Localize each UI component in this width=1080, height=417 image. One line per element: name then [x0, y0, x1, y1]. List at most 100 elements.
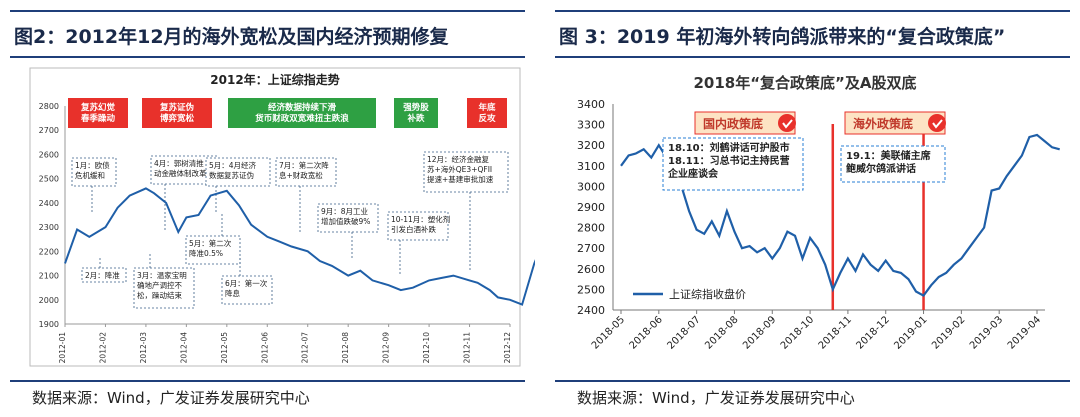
annotation-box	[275, 157, 337, 187]
x-tick-label: 2018-08	[703, 314, 740, 351]
phase-box	[142, 98, 212, 128]
y-tick-label: 2000	[39, 296, 59, 305]
y-tick-label: 3000	[577, 180, 605, 193]
phase-box	[228, 98, 376, 128]
x-tick-label: 2018-09	[741, 314, 778, 351]
check-icon	[928, 114, 946, 132]
right-panel: 图 3：2019 年初海外转向鸽派带来的“复合政策底” 2018年“复合政策底”…	[545, 0, 1080, 417]
annotation-box	[423, 151, 509, 193]
x-tick-label: 2018-07	[665, 314, 702, 351]
phase-label: 强势股补跌	[403, 102, 429, 124]
phase-label: 复苏证伪博弈宽松	[159, 102, 195, 124]
phase-label: 年底反攻	[478, 102, 496, 124]
x-tick-label: 2019-01	[892, 314, 929, 351]
x-tick-label: 2018-12	[855, 314, 892, 351]
y-tick-label: 3300	[577, 119, 605, 132]
annotation-box	[185, 235, 241, 265]
x-tick-label: 2012-04	[179, 332, 188, 364]
annotation-box	[221, 275, 273, 305]
annotation-text: 12月：经济金融复苏+海外QE3+QFII 提速+基建审批加速	[427, 154, 494, 184]
y-tick-label: 2600	[577, 263, 605, 276]
callout-detail-box	[662, 137, 804, 191]
left-panel: 图2：2012年12月的海外宽松及国内经济预期修复 2012年：上证综指走势 19…	[0, 0, 535, 417]
annotation-text: 7月：第二次降息+财政宽松	[279, 160, 329, 180]
figure-title: 图2：2012年12月的海外宽松及国内经济预期修复	[14, 26, 449, 48]
y-tick-label: 2300	[39, 223, 59, 232]
y-tick-label: 2700	[39, 126, 59, 135]
bottom-rule	[555, 380, 1070, 382]
annotation-text: 2月：降准	[85, 270, 120, 280]
y-tick-label: 2800	[577, 222, 605, 235]
annotation-box	[317, 203, 379, 233]
x-tick-label: 2012-09	[382, 332, 391, 364]
y-tick-label: 2100	[39, 272, 59, 281]
source-note: 数据来源：Wind，广发证券发展研究中心	[577, 389, 855, 407]
figure-title: 图 3：2019 年初海外转向鸽派带来的“复合政策底”	[559, 26, 1006, 48]
x-tick-label: 2012-07	[301, 332, 310, 364]
annotation-text: 3月：温家宝明确地产调控不松，躁动结束	[137, 270, 187, 300]
callout-label: 国内政策底	[703, 116, 763, 131]
callout-detail-text: 18.10：刘鹤讲话可护股市 18.11：习总书记主持民营企业座谈会	[667, 141, 790, 180]
y-tick-label: 3200	[577, 139, 605, 152]
legend-label: 上证综指收盘价	[669, 287, 746, 301]
y-tick-label: 2200	[39, 247, 59, 256]
check-icon	[778, 114, 796, 132]
x-tick-label: 2012-05	[220, 332, 229, 364]
annotation-text: 1月：欧债危机缓和	[75, 160, 110, 180]
left-chart: 2012年：上证综指走势 1900 2000 2100 2200 2300 2400 2500…	[29, 67, 535, 367]
x-tick-label: 2012-08	[341, 332, 350, 364]
callout-detail-text: 19.1：美联储主席鲍威尔鸽派讲话	[846, 149, 931, 175]
y-tick-label: 3400	[577, 98, 605, 111]
check-mark	[782, 119, 793, 129]
x-tick-label: 2019-04	[1006, 314, 1043, 351]
title-rule	[555, 56, 1070, 58]
check-mark	[932, 119, 943, 129]
top-rule	[555, 10, 1070, 12]
phase-label: 经济数据持续下滑货币财政双宽难扭主跌浪	[254, 102, 349, 124]
phase-label: 复苏幻觉春季躁动	[80, 102, 116, 124]
annotation-text: 4月：郭树清推动金融体制改革	[154, 158, 207, 178]
chart-title: 2012年：上证综指走势	[210, 72, 339, 87]
annotation-text: 5月：4月经济数据复苏证伪	[209, 160, 257, 180]
x-tick-label: 2012-12	[503, 332, 512, 364]
x-tick-label: 2012-01	[58, 332, 67, 364]
x-tick-label: 2012-06	[260, 332, 269, 364]
x-tick-label: 2012-03	[139, 332, 148, 364]
y-tick-label: 2600	[39, 150, 59, 159]
x-tick-label: 2018-10	[779, 314, 816, 351]
y-tick-label: 3100	[577, 160, 605, 173]
callout-label: 海外政策底	[853, 116, 913, 131]
x-tick-label: 2018-06	[628, 314, 665, 351]
annotation-box	[133, 267, 195, 309]
bottom-rule	[10, 380, 525, 382]
phase-box	[394, 98, 438, 128]
x-tick-label: 2012-11	[463, 332, 472, 364]
right-chart: 2018年“复合政策底”及A股双底 2400 2500 2600 2700 2800 290…	[577, 74, 1060, 352]
series-line-shanghai-composite-close	[620, 133, 1060, 298]
y-tick-label: 2500	[39, 175, 59, 184]
y-tick-label: 2900	[577, 201, 605, 214]
series-line-shanghai-composite	[64, 187, 535, 306]
annotation-box	[387, 211, 449, 241]
x-tick-label: 2019-02	[930, 314, 967, 351]
x-tick-label: 2019-03	[968, 314, 1005, 351]
x-tick-label: 2018-05	[590, 314, 627, 351]
y-tick-label: 1900	[39, 320, 59, 329]
y-tick-label: 2500	[577, 283, 605, 296]
annotation-box	[81, 267, 127, 283]
annotation-box	[205, 157, 271, 187]
annotation-text: 5月：第二次降准0.5%	[189, 238, 232, 258]
y-tick-label: 2400	[577, 304, 605, 317]
chart-title: 2018年“复合政策底”及A股双底	[693, 74, 916, 92]
phase-box	[68, 98, 128, 128]
phase-box	[467, 98, 507, 128]
annotation-text: 10-11月：塑化剂引发白酒补跌	[391, 214, 450, 234]
x-tick-label: 2018-11	[817, 314, 854, 351]
y-tick-label: 2800	[39, 102, 59, 111]
annotation-box	[71, 157, 117, 187]
x-tick-label: 2012-10	[422, 332, 431, 364]
x-tick-label: 2012-02	[98, 332, 107, 364]
callout-detail-box	[840, 145, 946, 183]
title-rule	[10, 56, 525, 58]
top-rule	[10, 10, 525, 12]
